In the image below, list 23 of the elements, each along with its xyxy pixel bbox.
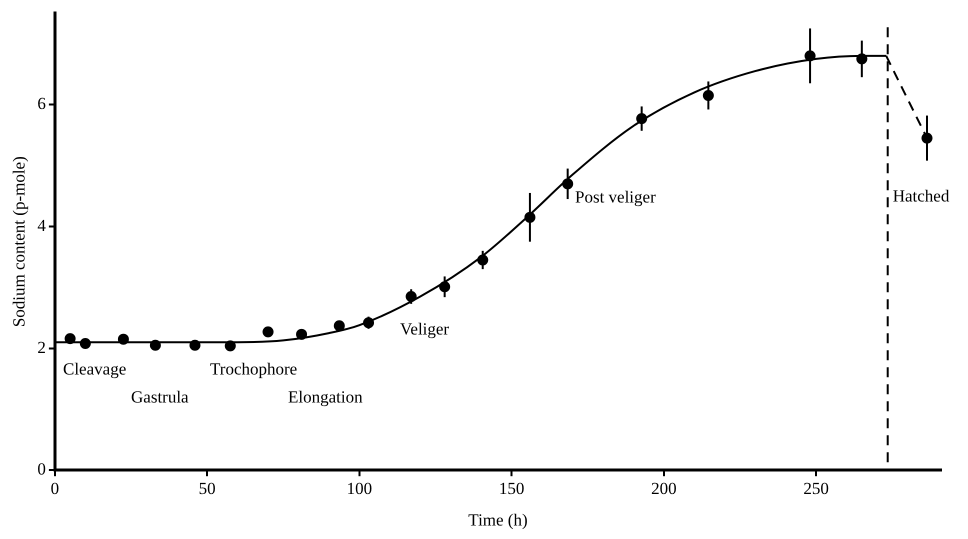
x-axis-title: Time (h): [468, 510, 528, 530]
ref-line-label: Hatched: [892, 186, 950, 206]
point: [150, 340, 161, 351]
annotation: Trochophore: [210, 359, 298, 378]
y-axis-title: Sodium content (p-mole): [10, 156, 29, 328]
annotation: Elongation: [288, 387, 364, 406]
x-tick-label: 200: [651, 478, 677, 498]
x-tick-label: 0: [50, 478, 60, 498]
point: [334, 320, 345, 332]
x-tick-label: 100: [346, 478, 372, 498]
annotation: Post veliger: [575, 187, 656, 206]
annotation: Gastrula: [131, 387, 190, 406]
y-tick-label: 0: [37, 460, 46, 479]
point: [296, 328, 308, 340]
x-tick-label: 50: [198, 478, 216, 498]
y-tick-label: 6: [37, 94, 46, 114]
x-tick-label: 150: [498, 478, 524, 498]
y-tick-label: 4: [37, 216, 46, 235]
annotation: Veliger: [400, 319, 450, 338]
y-tick-label: 2: [37, 338, 46, 357]
annotation: Cleavage: [63, 359, 126, 378]
x-tick-label: 250: [803, 478, 829, 498]
point: [262, 326, 274, 338]
